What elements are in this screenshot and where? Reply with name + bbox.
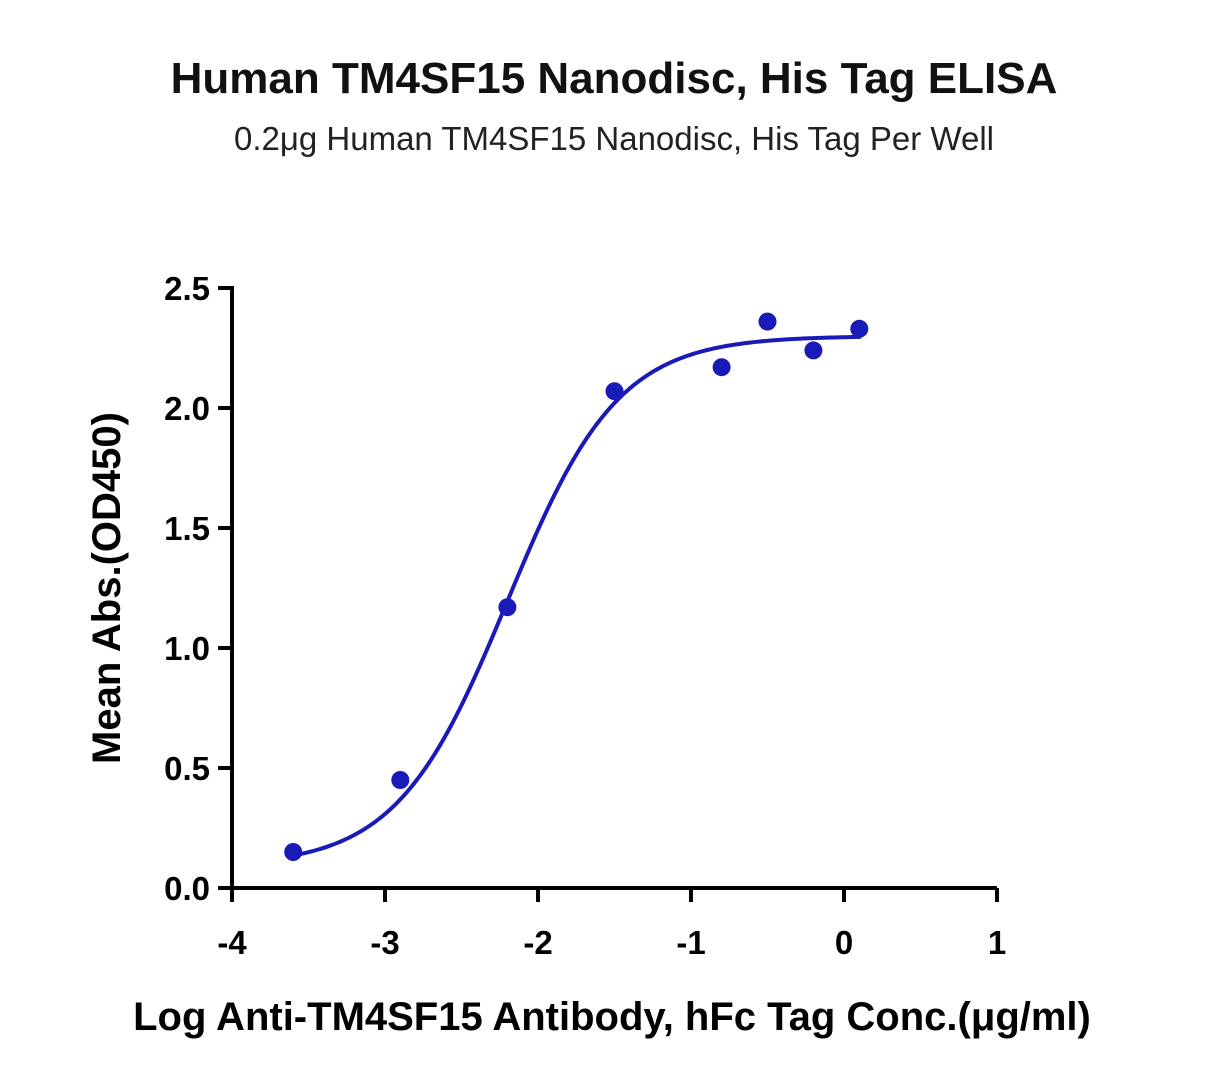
x-tick-label: -3 <box>370 924 399 961</box>
x-tick-label: -4 <box>217 924 247 961</box>
x-tick-label: -2 <box>523 924 552 961</box>
data-points <box>284 312 869 861</box>
y-tick-label: 0.5 <box>164 750 210 787</box>
x-axis-label: Log Anti-TM4SF15 Antibody, hFc Tag Conc.… <box>133 995 1091 1039</box>
data-point <box>391 771 410 789</box>
data-point <box>758 312 777 331</box>
chart-subtitle: 0.2μg Human TM4SF15 Nanodisc, His Tag Pe… <box>234 120 994 157</box>
data-point <box>498 598 517 617</box>
data-point <box>712 358 731 377</box>
chart-title: Human TM4SF15 Nanodisc, His Tag ELISA <box>171 54 1058 103</box>
plot-area: 0.0 0.5 1.0 1.5 2.0 2.5 -4 -3 -2 -1 0 1 <box>164 270 1006 961</box>
y-tick-label: 1.0 <box>164 630 210 667</box>
y-tick-label: 2.0 <box>164 390 210 427</box>
x-axis-ticks: -4 -3 -2 -1 0 1 <box>217 888 1006 961</box>
y-tick-label: 2.5 <box>164 270 210 307</box>
fit-curve-line <box>291 334 862 858</box>
x-tick-label: 1 <box>988 924 1006 961</box>
x-tick-label: 0 <box>835 924 853 961</box>
y-tick-label: 1.5 <box>164 510 210 547</box>
x-tick-label: -1 <box>676 924 705 961</box>
y-axis-ticks: 0.0 0.5 1.0 1.5 2.0 2.5 <box>164 270 232 907</box>
data-point <box>804 341 823 360</box>
y-axis-label: Mean Abs.(OD450) <box>85 412 129 764</box>
y-tick-label: 0.0 <box>164 870 210 907</box>
data-point <box>850 319 869 338</box>
data-point <box>605 382 624 401</box>
data-point <box>284 843 303 861</box>
